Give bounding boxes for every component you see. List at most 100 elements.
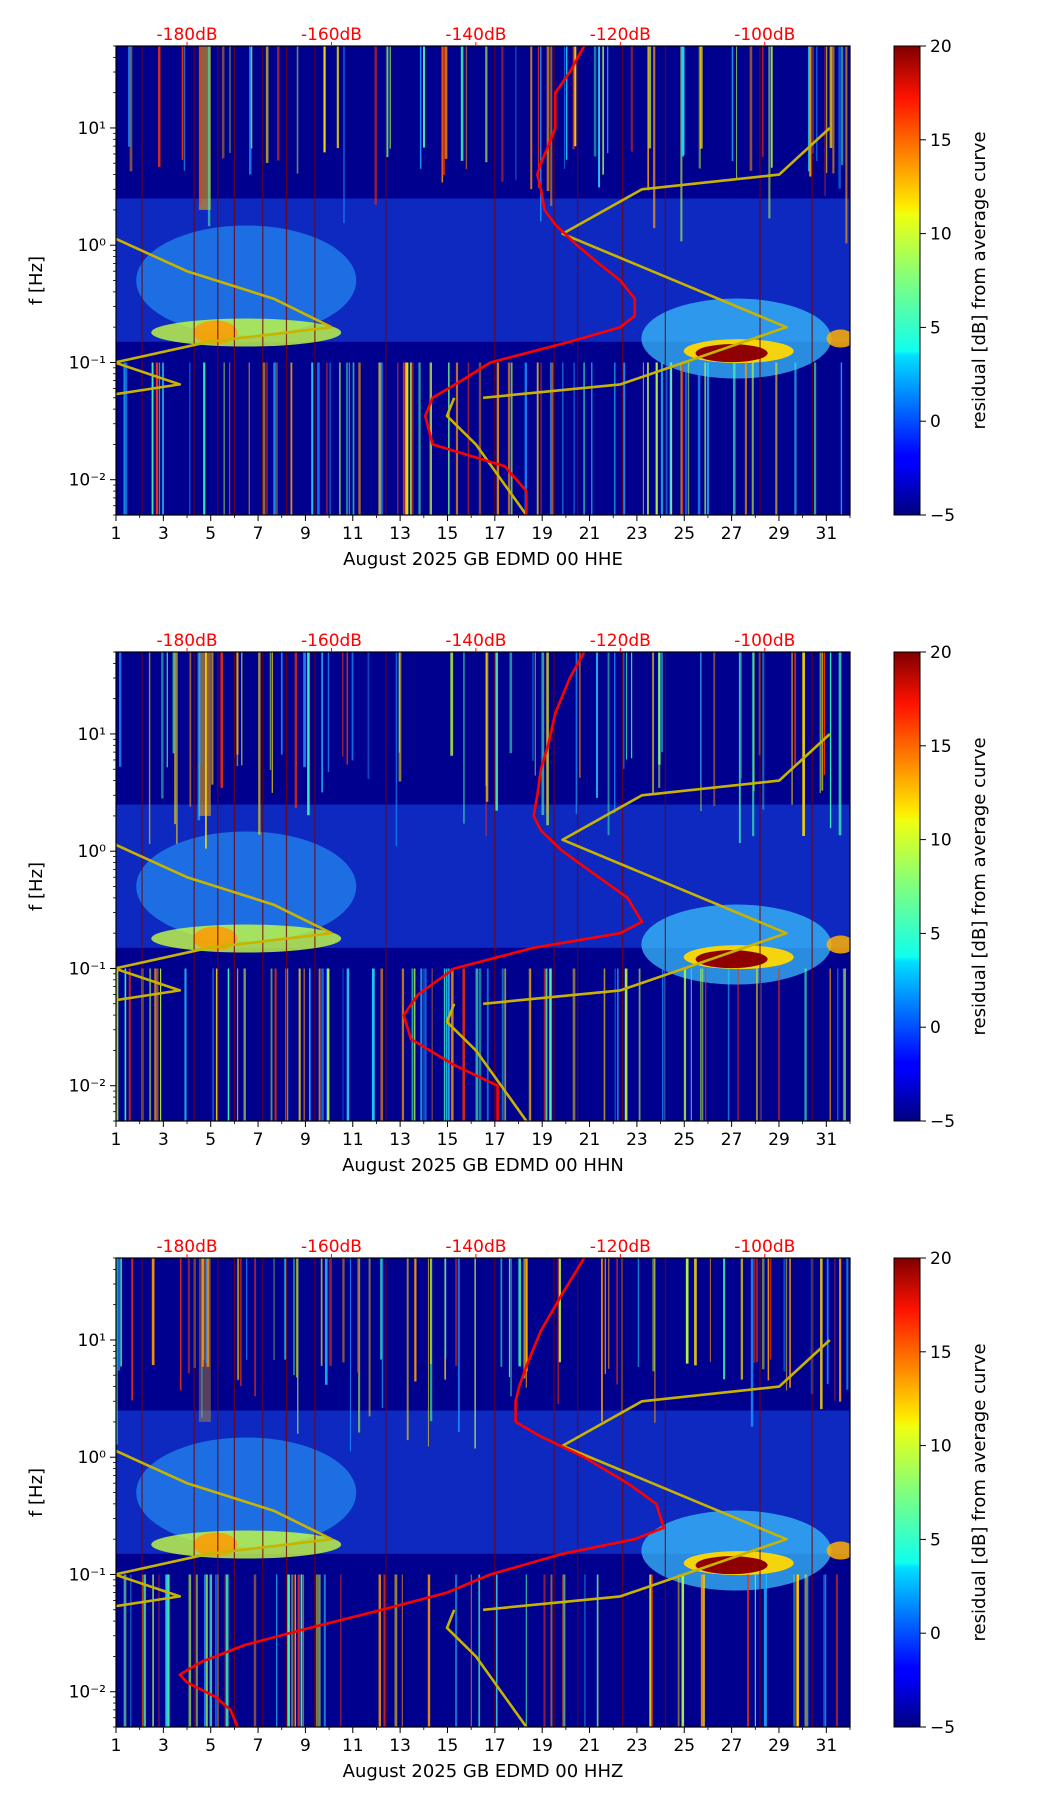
db-tick-label: -140dB [445, 631, 506, 651]
microseism-band [151, 924, 342, 953]
x-tick-label: 29 [768, 1736, 790, 1756]
nlnm-curve [116, 803, 333, 1002]
y-tick-label: 10⁻² [69, 1077, 106, 1097]
y-axis-label: f [Hz] [26, 1468, 47, 1517]
x-tick-label: 15 [437, 1736, 459, 1756]
db-tick-label: -140dB [445, 1237, 506, 1257]
x-tick-label: 5 [205, 524, 216, 544]
x-tick-label: 1 [111, 1736, 122, 1756]
colorbar [893, 1257, 921, 1728]
colorbar-tick-label: 15 [930, 737, 952, 757]
storm-edge [826, 935, 850, 954]
db-tick-label: -120dB [590, 1237, 651, 1257]
colorbar-tick-label: 10 [930, 225, 952, 245]
noise-cloud [136, 1437, 357, 1548]
colorbar-tick-label: 5 [930, 318, 941, 338]
db-tick-label: -100dB [734, 25, 795, 45]
colorbar-tick-label: 15 [930, 1343, 952, 1363]
x-tick-label: 27 [721, 1736, 743, 1756]
colorbar-tick-label: 0 [930, 412, 941, 432]
y-tick-label: 10¹ [78, 119, 106, 139]
db-tick-label: -180dB [157, 1237, 218, 1257]
noise-cloud [136, 225, 357, 336]
x-tick-label: 11 [342, 1130, 364, 1150]
x-tick-label: 3 [158, 524, 169, 544]
y-tick-label: 10⁰ [78, 1448, 107, 1468]
storm-edge [826, 1541, 850, 1560]
x-tick-label: 13 [389, 1130, 411, 1150]
panel-3: 1 3 5 7 9 11 13 15 17 19 21 23 25 27 29 3110⁻²10⁻¹10⁰10… [26, 1237, 990, 1782]
x-tick-label: 29 [768, 1130, 790, 1150]
colorbar-tick-label: −5 [930, 1112, 955, 1132]
median-psd-curve [402, 652, 644, 1121]
storm-peak [695, 950, 768, 969]
colorbar-tick-label: 15 [930, 131, 952, 151]
median-psd-curve [178, 1258, 665, 1727]
x-tick-label: 13 [389, 1736, 411, 1756]
x-tick-label: 19 [531, 524, 553, 544]
spectrogram-image [116, 1258, 850, 1727]
x-tick-label: 11 [342, 524, 364, 544]
x-tick-label: 9 [300, 1736, 311, 1756]
colorbar [893, 45, 921, 516]
x-tick-label: 27 [721, 524, 743, 544]
db-tick-label: -160dB [301, 25, 362, 45]
x-tick-label: 17 [484, 1736, 506, 1756]
x-tick-label: 25 [673, 1736, 695, 1756]
x-tick-label: 9 [300, 1130, 311, 1150]
y-tick-label: 10⁻¹ [69, 1565, 106, 1585]
nlnm-curve-lower [445, 1609, 528, 1727]
x-tick-label: 21 [579, 524, 601, 544]
x-tick-label: 15 [437, 524, 459, 544]
nhnm-curve [482, 127, 831, 400]
x-tick-label: 23 [626, 1130, 648, 1150]
y-tick-label: 10¹ [78, 725, 106, 745]
x-tick-label: 15 [437, 1130, 459, 1150]
spectrogram-image [116, 652, 850, 1121]
nlnm-curve [116, 1409, 333, 1608]
x-tick-label: 11 [342, 1736, 364, 1756]
nhnm-curve [482, 733, 831, 1006]
y-tick-label: 10⁻¹ [69, 353, 106, 373]
colorbar-tick-label: 20 [930, 37, 952, 57]
x-tick-label: 31 [816, 524, 838, 544]
colorbar-tick-label: −5 [930, 506, 955, 526]
x-tick-label: 7 [253, 1736, 264, 1756]
noise-cloud [136, 831, 357, 942]
microseism-band [151, 318, 342, 347]
y-tick-label: 10⁻² [69, 471, 106, 491]
x-tick-label: 7 [253, 524, 264, 544]
hf-column [198, 652, 211, 816]
colorbar-label: residual [dB] from average curve [969, 737, 990, 1035]
colorbar-tick-label: 5 [930, 1530, 941, 1550]
x-tick-label: 21 [579, 1130, 601, 1150]
colorbar-tick-label: 0 [930, 1624, 941, 1644]
spectrogram-image [116, 46, 850, 515]
x-tick-label: 3 [158, 1130, 169, 1150]
median-psd-curve [424, 46, 637, 515]
x-tick-label: 17 [484, 524, 506, 544]
storm-edge [826, 329, 850, 348]
db-tick-label: -180dB [157, 631, 218, 651]
x-tick-label: 5 [205, 1736, 216, 1756]
nlnm-curve-lower [445, 1003, 528, 1121]
x-tick-label: 1 [111, 524, 122, 544]
x-tick-label: 31 [816, 1130, 838, 1150]
x-tick-label: 19 [531, 1130, 553, 1150]
db-tick-label: -120dB [590, 25, 651, 45]
x-axis-label: August 2025 GB EDMD 00 HHN [342, 1155, 624, 1176]
storm-cloud [641, 298, 832, 379]
db-tick-label: -180dB [157, 25, 218, 45]
x-axis-label: August 2025 GB EDMD 00 HHZ [343, 1761, 624, 1782]
x-tick-label: 21 [579, 1736, 601, 1756]
colorbar-tick-label: −5 [930, 1718, 955, 1738]
colorbar-tick-label: 10 [930, 1437, 952, 1457]
x-tick-label: 25 [673, 524, 695, 544]
x-axis-label: August 2025 GB EDMD 00 HHE [343, 549, 623, 570]
db-tick-label: -100dB [734, 1237, 795, 1257]
storm-peak [695, 344, 768, 363]
colorbar-tick-label: 10 [930, 831, 952, 851]
colorbar-tick-label: 0 [930, 1018, 941, 1038]
microseism-band [151, 1530, 342, 1559]
